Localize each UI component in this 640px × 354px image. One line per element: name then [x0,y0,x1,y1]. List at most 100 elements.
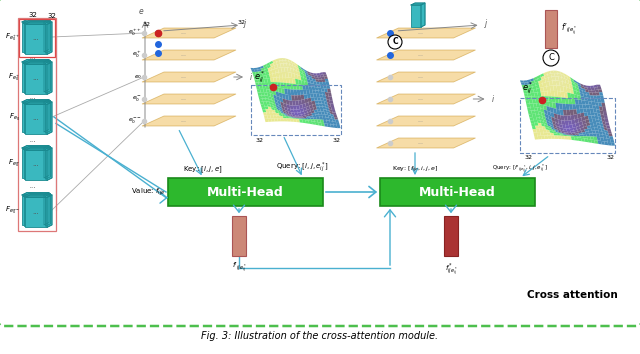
Polygon shape [259,96,262,99]
Polygon shape [593,109,597,113]
Polygon shape [317,109,321,112]
Polygon shape [22,193,49,195]
Polygon shape [316,79,319,82]
Polygon shape [590,125,595,128]
Polygon shape [264,104,268,107]
Polygon shape [545,124,548,128]
Polygon shape [274,64,278,69]
Polygon shape [534,92,538,96]
Polygon shape [590,95,594,99]
Polygon shape [323,117,326,120]
Bar [22,22,44,52]
Polygon shape [330,114,334,117]
Polygon shape [323,72,326,74]
Polygon shape [570,131,574,133]
Polygon shape [292,115,296,117]
Polygon shape [260,104,265,107]
Polygon shape [559,127,564,131]
Polygon shape [520,80,524,83]
Polygon shape [333,125,337,128]
Polygon shape [271,97,275,102]
Polygon shape [282,58,285,61]
Polygon shape [278,112,282,114]
Polygon shape [291,89,294,95]
Polygon shape [563,81,566,87]
Polygon shape [324,112,328,115]
Polygon shape [310,94,314,98]
Polygon shape [571,137,575,140]
Polygon shape [280,63,284,67]
Polygon shape [589,131,593,134]
Polygon shape [292,65,296,71]
Polygon shape [586,119,589,123]
Polygon shape [297,90,301,95]
Polygon shape [546,120,550,125]
Polygon shape [308,111,312,114]
Polygon shape [588,115,592,119]
Polygon shape [603,135,607,138]
Polygon shape [44,99,49,132]
Polygon shape [544,136,548,139]
Polygon shape [273,78,277,82]
Polygon shape [590,136,594,140]
Polygon shape [601,118,605,122]
Polygon shape [326,85,330,89]
Polygon shape [266,62,270,66]
Polygon shape [557,91,561,97]
Polygon shape [44,59,49,92]
Polygon shape [574,137,579,141]
Polygon shape [540,104,544,109]
Text: Query: $[i,j,e^*_{ij}]$: Query: $[i,j,e^*_{ij}]$ [276,160,330,175]
Polygon shape [22,99,49,102]
Polygon shape [327,124,331,127]
Polygon shape [22,145,49,148]
Polygon shape [421,3,425,27]
Polygon shape [142,28,236,38]
Polygon shape [295,101,299,105]
Polygon shape [282,108,286,112]
Polygon shape [548,119,553,124]
Polygon shape [555,131,559,133]
Text: j: j [244,19,246,29]
Polygon shape [317,119,321,123]
Polygon shape [270,93,274,98]
Text: C: C [392,38,398,46]
Polygon shape [326,95,330,100]
Polygon shape [323,107,326,110]
Polygon shape [607,138,611,142]
Polygon shape [256,74,260,76]
Polygon shape [308,121,312,124]
Polygon shape [318,112,322,114]
Polygon shape [530,90,534,93]
Polygon shape [598,141,602,144]
Polygon shape [553,85,557,91]
Polygon shape [299,85,303,90]
Polygon shape [567,115,572,121]
Polygon shape [553,124,557,128]
Polygon shape [266,109,269,112]
Polygon shape [543,86,547,91]
Bar [22,62,44,92]
Polygon shape [589,133,593,137]
Polygon shape [595,119,600,123]
Polygon shape [291,73,295,79]
Polygon shape [289,61,292,65]
Polygon shape [603,111,607,115]
FancyBboxPatch shape [0,0,640,326]
Polygon shape [600,95,604,99]
Polygon shape [544,109,548,115]
Text: ...: ... [417,141,423,145]
Polygon shape [47,148,52,181]
Polygon shape [279,106,283,111]
Polygon shape [312,113,316,115]
Polygon shape [326,99,330,104]
Polygon shape [266,86,269,90]
Polygon shape [572,82,576,87]
Polygon shape [577,81,580,86]
Polygon shape [604,115,608,119]
Polygon shape [606,135,610,139]
Polygon shape [285,58,289,61]
Polygon shape [276,113,280,116]
Polygon shape [273,105,277,109]
Polygon shape [574,132,579,134]
